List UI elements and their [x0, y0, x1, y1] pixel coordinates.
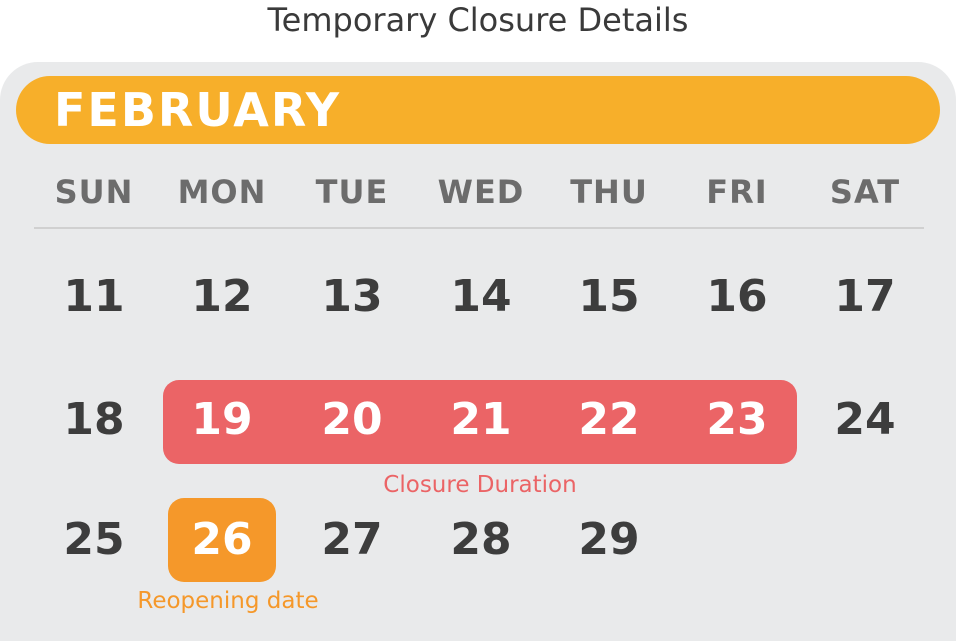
- header-divider: [34, 227, 924, 229]
- weekday-sun: SUN: [54, 173, 134, 211]
- day-cell: 24: [834, 394, 896, 445]
- reopening-day-cell: 26: [191, 514, 253, 565]
- closure-day-cell: 23: [706, 394, 768, 445]
- closure-day-cell: 21: [450, 394, 512, 445]
- weekday-mon: MON: [177, 173, 267, 211]
- weekday-thu: THU: [570, 173, 648, 211]
- day-cell: 15: [578, 271, 640, 322]
- day-cell: 25: [63, 514, 125, 565]
- closure-day-cell: 22: [578, 394, 640, 445]
- day-cell: 28: [450, 514, 512, 565]
- weekday-tue: TUE: [315, 173, 389, 211]
- calendar-panel: FEBRUARY SUN MON TUE WED THU FRI SAT 11 …: [0, 62, 956, 641]
- day-cell: 17: [834, 271, 896, 322]
- reopening-date-label: Reopening date: [137, 588, 319, 614]
- day-cell: 14: [450, 271, 512, 322]
- closure-day-cell: 20: [321, 394, 383, 445]
- closure-highlight: [163, 380, 797, 464]
- weekday-sat: SAT: [829, 173, 901, 211]
- day-cell: 29: [578, 514, 640, 565]
- month-header: FEBRUARY: [16, 76, 940, 144]
- day-cell: 18: [63, 394, 125, 445]
- day-cell: 11: [63, 271, 125, 322]
- day-cell: 27: [321, 514, 383, 565]
- closure-duration-label: Closure Duration: [383, 472, 577, 498]
- day-cell: 16: [706, 271, 768, 322]
- month-label: FEBRUARY: [54, 83, 342, 137]
- weekday-wed: WED: [437, 173, 525, 211]
- reopening-highlight: [168, 498, 276, 582]
- closure-day-cell: 19: [191, 394, 253, 445]
- page-title: Temporary Closure Details: [267, 1, 689, 39]
- weekday-fri: FRI: [706, 173, 768, 211]
- day-cell: 13: [321, 271, 383, 322]
- day-cell: 12: [191, 271, 253, 322]
